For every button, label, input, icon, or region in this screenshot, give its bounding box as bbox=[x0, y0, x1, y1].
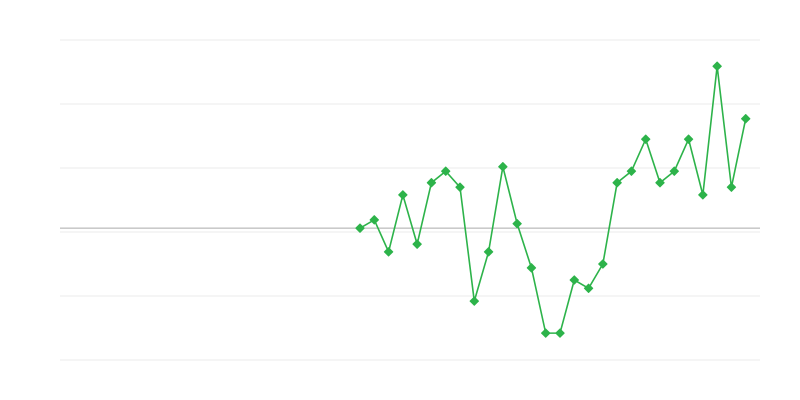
data-point bbox=[469, 296, 479, 306]
data-point bbox=[655, 178, 665, 188]
data-point bbox=[612, 178, 622, 188]
data-point bbox=[641, 134, 651, 144]
data-point bbox=[669, 166, 679, 176]
data-point bbox=[355, 223, 365, 233]
data-point bbox=[712, 61, 722, 71]
data-point bbox=[455, 182, 465, 192]
data-point bbox=[569, 275, 579, 285]
data-point bbox=[426, 178, 437, 188]
data-point bbox=[369, 215, 379, 225]
data-point bbox=[498, 162, 508, 172]
data-point bbox=[526, 263, 537, 273]
data-point bbox=[398, 190, 408, 200]
data-point bbox=[698, 190, 708, 200]
data-point bbox=[741, 114, 751, 124]
data-point bbox=[512, 218, 522, 229]
data-point bbox=[683, 134, 694, 144]
series-line bbox=[359, 66, 747, 334]
data-point bbox=[483, 247, 494, 257]
data-point bbox=[726, 182, 737, 192]
data-point bbox=[383, 247, 394, 257]
data-point bbox=[626, 166, 637, 176]
data-point bbox=[583, 283, 594, 294]
data-point bbox=[598, 259, 608, 269]
data-point bbox=[441, 166, 451, 176]
data-point bbox=[555, 328, 565, 338]
data-point bbox=[541, 328, 551, 338]
data-point bbox=[412, 239, 422, 249]
